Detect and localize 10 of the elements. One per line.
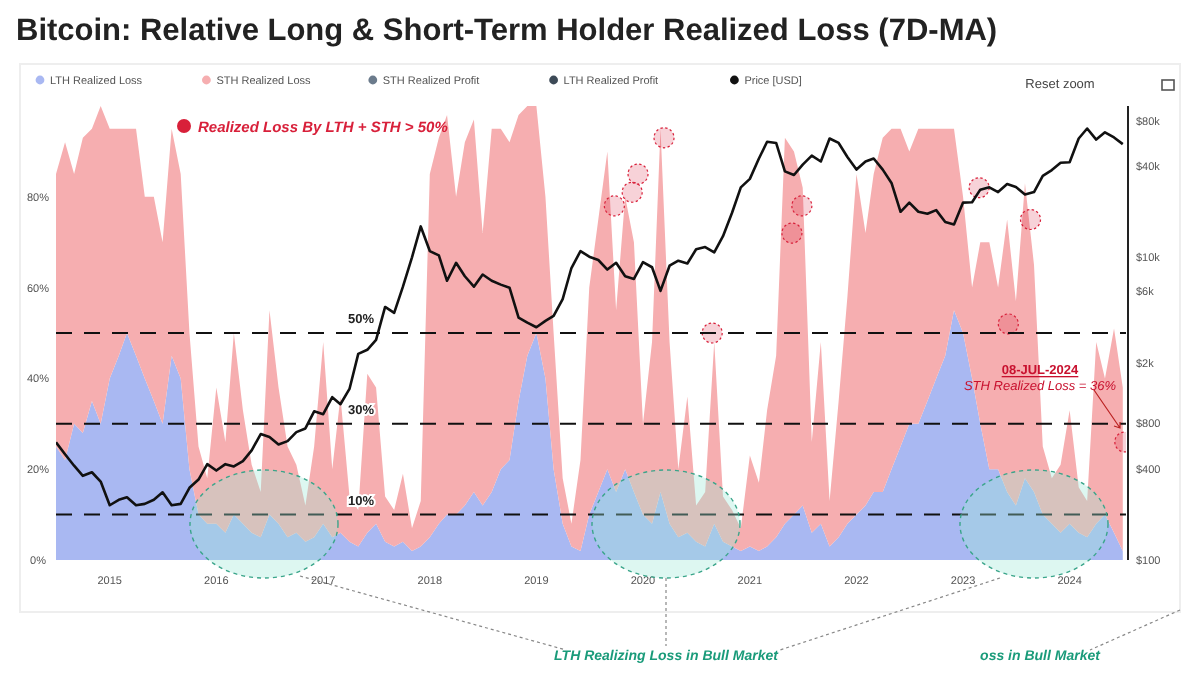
point — [603, 195, 625, 217]
chart-title: Bitcoin: Relative Long & Short-Term Holder Realized Loss (7D-MA) — [16, 14, 998, 48]
point — [653, 127, 675, 149]
point — [997, 313, 1019, 335]
point — [621, 181, 643, 203]
point — [701, 322, 723, 344]
point — [791, 195, 813, 217]
point — [627, 163, 649, 185]
point — [1019, 208, 1042, 231]
point — [781, 222, 803, 244]
